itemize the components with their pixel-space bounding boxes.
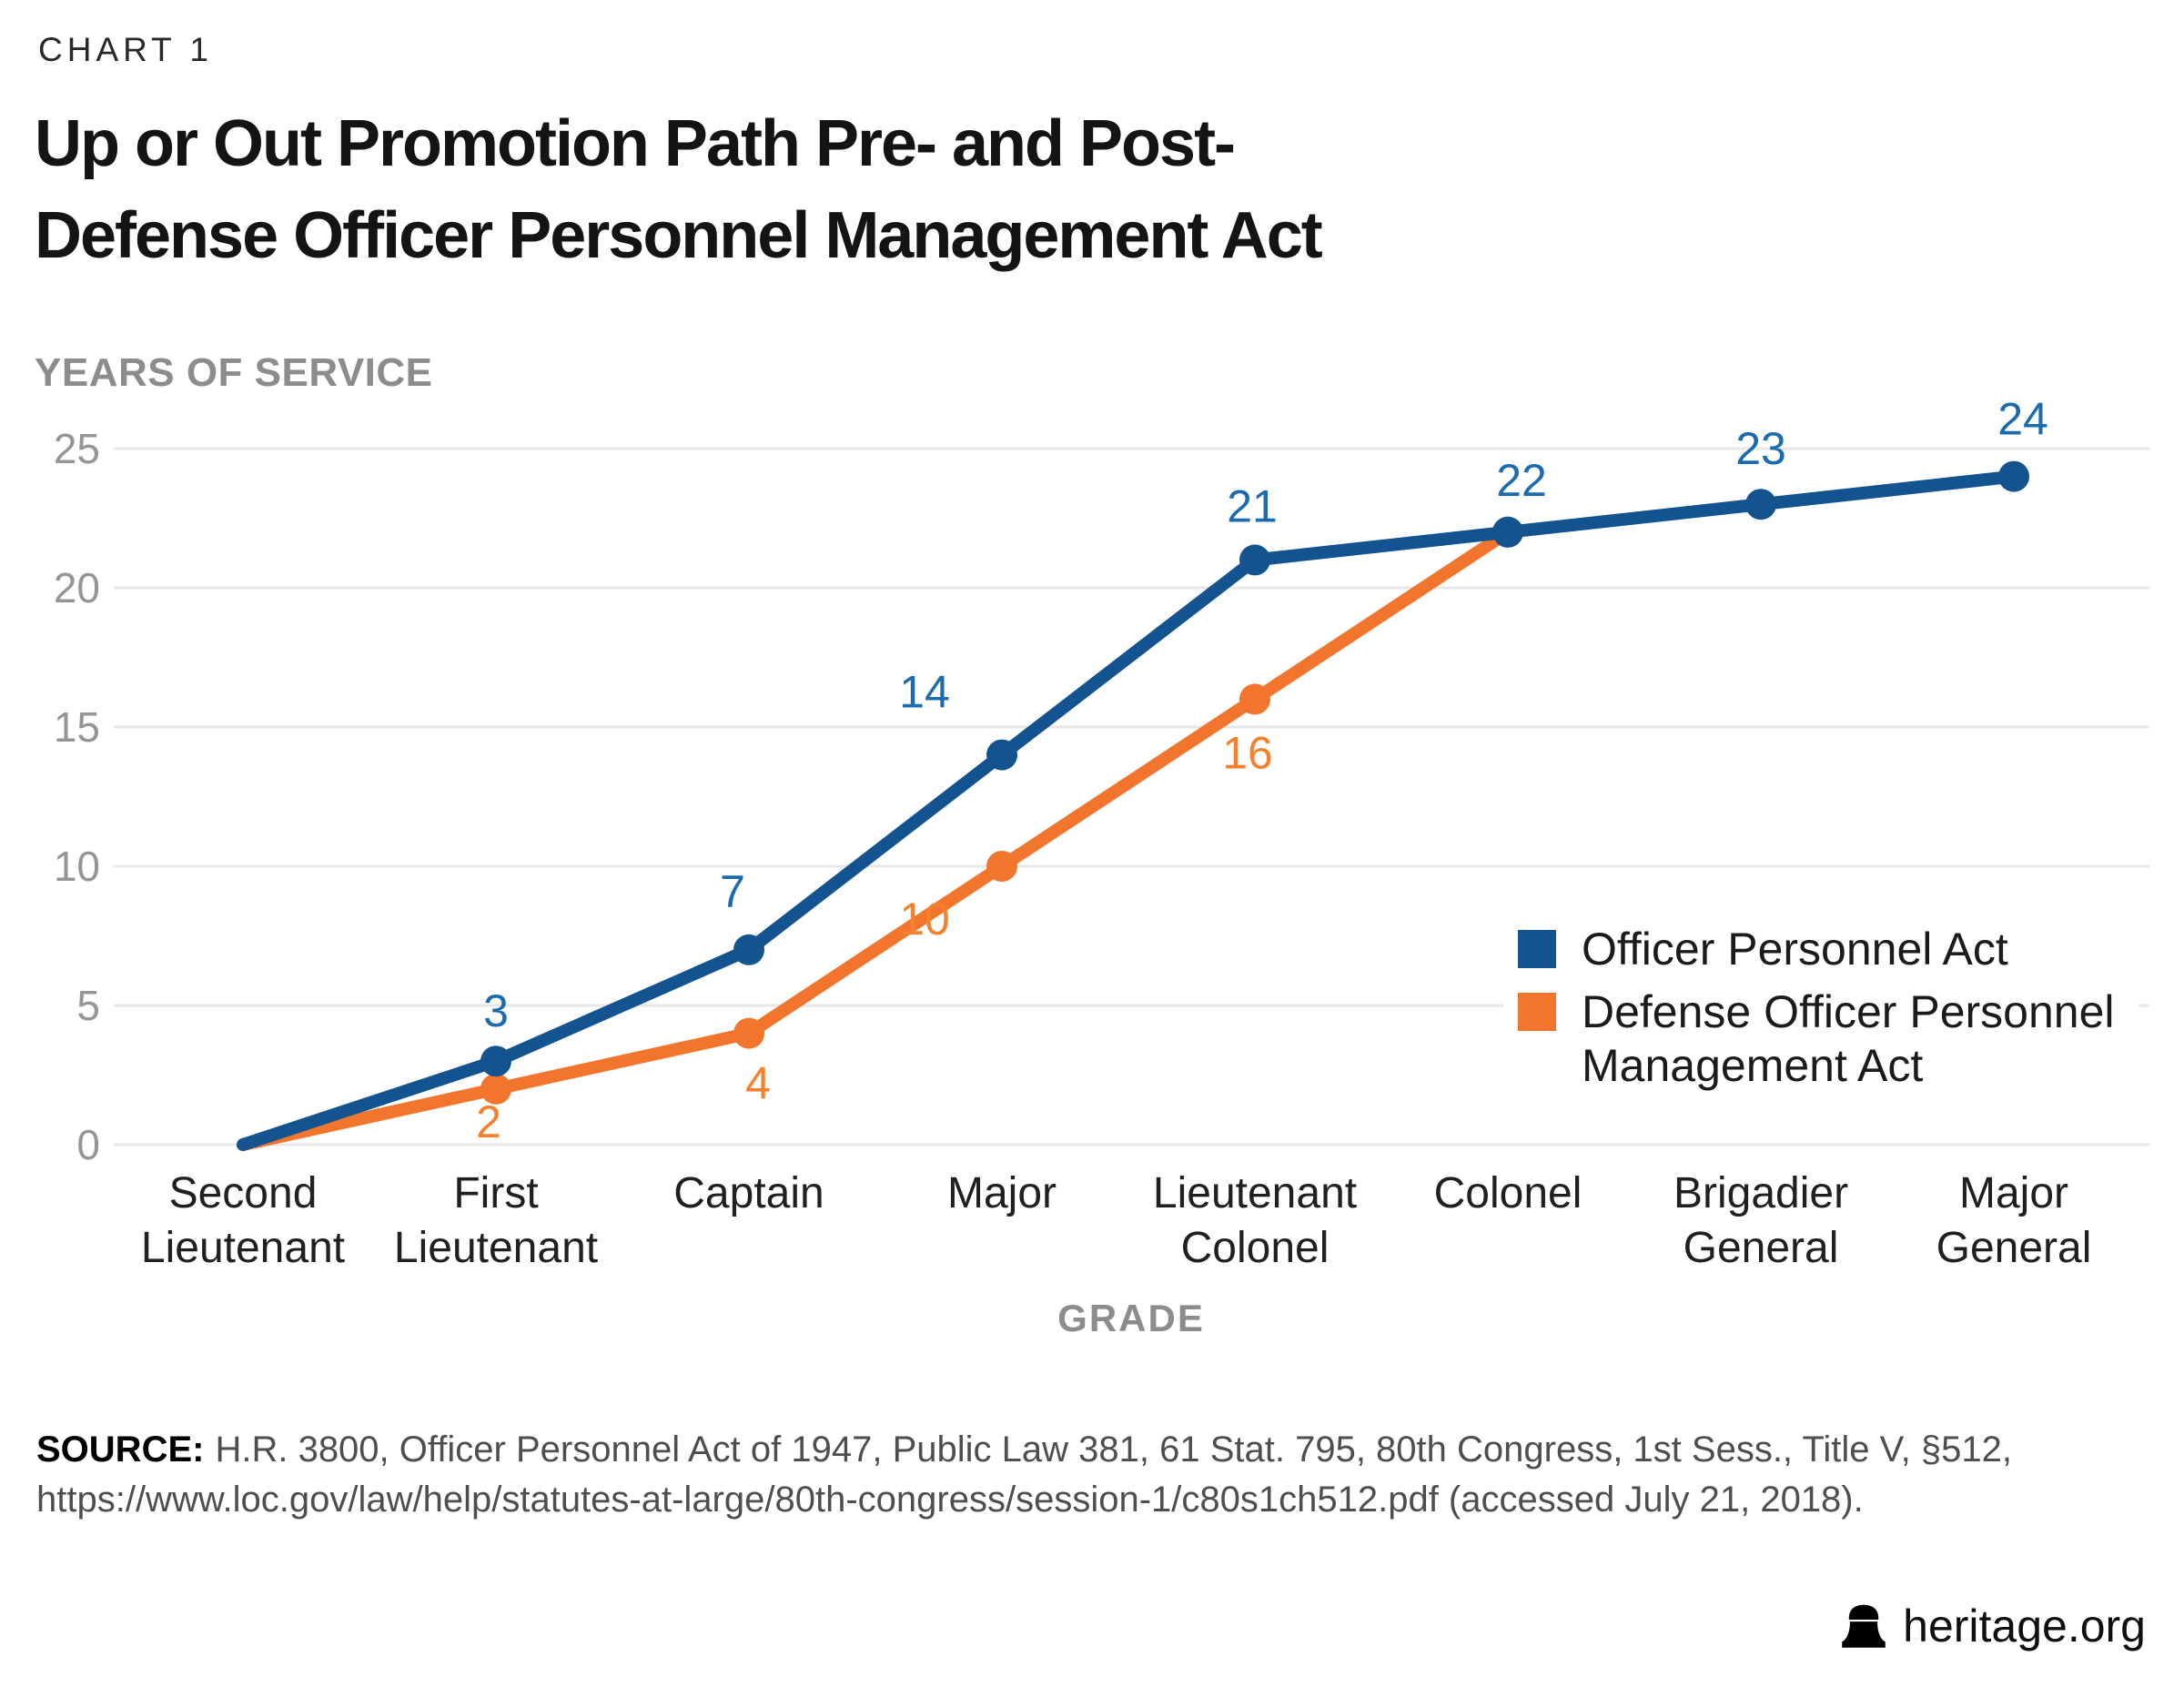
liberty-bell-icon <box>1842 1604 1886 1648</box>
page-title-line-1: Up or Out Promotion Path Pre- and Post- <box>35 107 1236 180</box>
x-category-label: Colonel <box>1434 1169 1582 1217</box>
y-axis-title: YEARS OF SERVICE <box>35 350 433 395</box>
x-category-label: Captain <box>673 1169 824 1217</box>
legend-item-defense-officer-personnel-management-act: Defense Officer Personnel Management Act <box>1518 985 2115 1093</box>
x-axis-title: GRADE <box>1057 1297 1205 1339</box>
x-category-label: Major <box>947 1169 1057 1217</box>
data-label: 21 <box>1227 480 1278 531</box>
data-point <box>733 934 764 965</box>
x-category-label: General <box>1936 1224 2092 1272</box>
data-point <box>1239 544 1270 576</box>
source-text-2: https://www.loc.gov/law/help/statutes-at… <box>36 1480 1864 1520</box>
data-label: 23 <box>1735 423 1786 474</box>
legend-swatch-blue <box>1518 930 1556 968</box>
x-category-label: Lieutenant <box>141 1224 345 1272</box>
source-label: SOURCE: <box>36 1429 205 1470</box>
data-point <box>1492 516 1523 548</box>
source-line-1: SOURCE: H.R. 3800, Officer Personnel Act … <box>36 1425 2166 1475</box>
data-label: 16 <box>1222 727 1273 778</box>
data-label: 22 <box>1496 455 1547 506</box>
series-line-opa <box>237 470 2020 1151</box>
data-point <box>1745 489 1776 520</box>
data-point <box>480 1073 511 1105</box>
data-point <box>986 739 1017 771</box>
y-tick-label: 5 <box>76 982 100 1029</box>
source-note: SOURCE: H.R. 3800, Officer Personnel Act … <box>36 1425 2166 1525</box>
data-point <box>480 1045 511 1077</box>
x-category-label: Lieutenant <box>1153 1169 1357 1217</box>
page-title: Up or Out Promotion Path Pre- and Post- … <box>35 98 1323 282</box>
legend-label: Officer Personnel Act <box>1582 924 2008 975</box>
legend-label-line-2: Management Act <box>1582 1040 1924 1091</box>
chart-number-label: CHART 1 <box>38 31 213 68</box>
data-point <box>1998 460 2029 492</box>
x-category-label: Lieutenant <box>394 1224 598 1272</box>
x-category-label: Brigadier <box>1673 1169 1848 1217</box>
y-tick-label: 10 <box>54 843 100 890</box>
data-point <box>1239 683 1270 715</box>
y-tick-label: 15 <box>54 703 100 751</box>
data-label: 7 <box>720 866 745 917</box>
data-label: 4 <box>745 1058 771 1109</box>
data-point <box>986 851 1017 882</box>
page-title-line-2: Defense Officer Personnel Management Act <box>35 199 1323 272</box>
legend-swatch-orange <box>1518 993 1556 1031</box>
y-tick-label: 20 <box>54 564 100 611</box>
x-category-label: General <box>1684 1224 1839 1272</box>
heritage-logo: heritage.org <box>1839 1600 2146 1652</box>
y-tick-label: 25 <box>54 425 100 472</box>
y-tick-label: 0 <box>76 1121 100 1168</box>
data-label: 14 <box>899 667 950 718</box>
brand-text: heritage.org <box>1903 1601 2146 1652</box>
x-category-label: First <box>453 1169 538 1217</box>
data-label: 10 <box>899 894 950 944</box>
legend-item-officer-personnel-act: Officer Personnel Act <box>1518 923 2115 976</box>
x-category-label: Major <box>1959 1169 2068 1217</box>
data-label: 2 <box>476 1096 501 1147</box>
legend-label-line-1: Defense Officer Personnel <box>1582 986 2115 1037</box>
series-line-dopma <box>237 525 1514 1151</box>
data-point <box>733 1017 764 1049</box>
x-category-label: Second <box>169 1169 318 1217</box>
x-category-label: Colonel <box>1181 1224 1330 1272</box>
data-label: 3 <box>483 985 509 1036</box>
legend: Officer Personnel Act Defense Officer Pe… <box>1503 910 2138 1109</box>
source-text-1: H.R. 3800, Officer Personnel Act of 1947… <box>215 1429 2012 1470</box>
data-label: 24 <box>1997 394 2048 445</box>
source-line-2: https://www.loc.gov/law/help/statutes-at… <box>36 1475 2166 1525</box>
